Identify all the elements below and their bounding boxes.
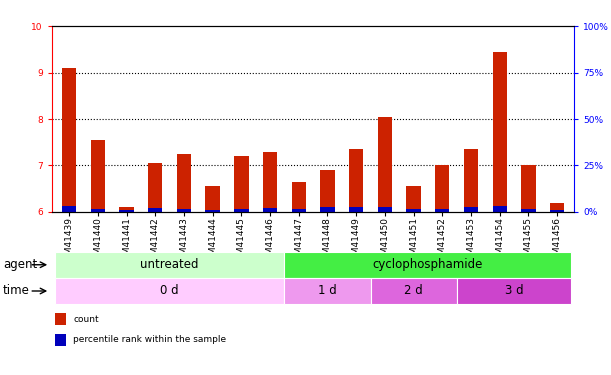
Text: count: count — [73, 315, 99, 324]
Bar — [349, 207, 364, 212]
Text: 3 d: 3 d — [505, 285, 524, 297]
Bar — [378, 207, 392, 212]
Bar — [492, 206, 507, 212]
Bar — [90, 140, 105, 212]
Bar — [378, 117, 392, 212]
Bar — [435, 165, 450, 212]
Bar — [234, 209, 249, 212]
Bar — [492, 52, 507, 212]
Text: agent: agent — [3, 258, 37, 271]
Text: time: time — [3, 285, 30, 297]
Bar — [205, 210, 220, 212]
Bar — [550, 202, 565, 212]
Text: percentile rank within the sample: percentile rank within the sample — [73, 335, 227, 344]
Bar — [464, 207, 478, 212]
Bar — [263, 152, 277, 212]
Text: untreated: untreated — [141, 258, 199, 271]
Bar — [550, 210, 565, 212]
Bar — [521, 209, 536, 212]
Bar — [62, 68, 76, 212]
Bar — [205, 186, 220, 212]
Bar — [320, 170, 335, 212]
Bar — [119, 207, 134, 212]
Bar — [90, 209, 105, 212]
Text: 2 d: 2 d — [404, 285, 423, 297]
Bar — [234, 156, 249, 212]
Bar — [148, 208, 163, 212]
Bar — [320, 207, 335, 212]
Bar — [464, 149, 478, 212]
Bar — [406, 186, 421, 212]
Bar — [406, 209, 421, 212]
Bar — [521, 165, 536, 212]
Text: 1 d: 1 d — [318, 285, 337, 297]
Text: 0 d: 0 d — [160, 285, 179, 297]
Bar — [349, 149, 364, 212]
Bar — [177, 209, 191, 212]
Bar — [291, 209, 306, 212]
Bar — [148, 163, 163, 212]
Bar — [263, 208, 277, 212]
Bar — [291, 182, 306, 212]
Bar — [177, 154, 191, 212]
Bar — [119, 210, 134, 212]
Bar — [62, 206, 76, 212]
Bar — [435, 209, 450, 212]
Text: cyclophosphamide: cyclophosphamide — [373, 258, 483, 271]
